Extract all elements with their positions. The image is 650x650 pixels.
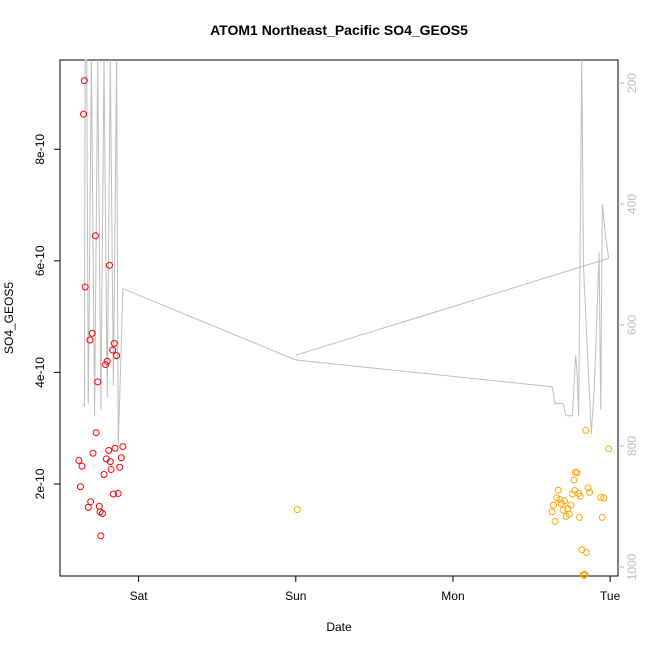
series-2-point — [583, 549, 591, 557]
right-pressure-axis: 200 400 600 800 1000 — [618, 73, 639, 580]
series-1-point — [89, 449, 97, 457]
plot-frame — [59, 59, 619, 577]
series-1-point — [100, 470, 108, 478]
y2-tick-label: 200 — [625, 73, 639, 93]
series-1-point — [76, 483, 84, 491]
series-1-point — [113, 352, 121, 360]
y-axis-label: SO4_GEOS5 — [2, 282, 16, 354]
series-1-point — [88, 329, 96, 337]
series-1-point — [81, 283, 89, 291]
series-1-point — [102, 361, 110, 369]
series-2-point — [600, 494, 608, 502]
series-1-point — [114, 489, 122, 497]
series-2-point — [565, 510, 573, 518]
series-1-point — [106, 261, 114, 269]
series-1-point — [119, 443, 127, 451]
pressure-line — [83, 59, 610, 446]
series-2-point — [573, 469, 581, 477]
series-2-point — [561, 497, 569, 505]
series-1-point — [109, 346, 117, 354]
series-1-point — [109, 490, 117, 498]
y2-tick-label: 1000 — [625, 553, 639, 580]
series-1-point — [116, 463, 124, 471]
series-2-point — [584, 484, 592, 492]
series-1-point — [80, 77, 88, 85]
y2-tick-label: 400 — [625, 194, 639, 214]
series-2-point — [605, 445, 613, 453]
series-1-point — [111, 444, 119, 452]
series-2-point — [551, 517, 559, 525]
x-axis: Sat Sun Mon Tue — [130, 576, 621, 603]
series-2-point — [293, 506, 301, 514]
series-1-point — [75, 457, 83, 465]
series-2-point — [581, 570, 589, 578]
series-1-point — [86, 336, 94, 344]
series-2-point — [586, 488, 594, 496]
y-tick-label: 4e-10 — [33, 357, 47, 388]
series-2-point — [598, 513, 606, 521]
series-2-point — [597, 493, 605, 501]
series-2-point — [556, 496, 564, 504]
x-axis-label: Date — [326, 620, 352, 634]
series-1-point — [103, 357, 111, 365]
series-2-point — [554, 486, 562, 494]
chart-title: ATOM1 Northeast_Pacific SO4_GEOS5 — [210, 22, 468, 38]
series-2-point — [548, 508, 556, 516]
series-1-point — [97, 532, 105, 540]
series-1-point — [78, 462, 86, 470]
series-1-point — [110, 339, 118, 347]
series-1-point — [87, 498, 95, 506]
x-tick-label: Mon — [441, 589, 464, 603]
data-points — [75, 77, 613, 579]
series-1-point — [105, 446, 113, 454]
x-tick-label: Tue — [600, 589, 621, 603]
x-tick-label: Sat — [130, 589, 149, 603]
series-1-point — [94, 378, 102, 386]
y-tick-label: 6e-10 — [33, 245, 47, 276]
series-2-point — [582, 426, 590, 434]
series-1-point — [107, 465, 115, 473]
x-tick-label: Sun — [285, 589, 306, 603]
series-1-point — [117, 454, 125, 462]
y-tick-label: 8e-10 — [33, 134, 47, 165]
series-2-point — [559, 506, 567, 514]
y-tick-label: 2e-10 — [33, 468, 47, 499]
series-2-point — [570, 476, 578, 484]
series-2-point — [575, 513, 583, 521]
y-axis: 2e-10 4e-10 6e-10 8e-10 — [33, 134, 60, 499]
series-1-point — [91, 232, 99, 240]
series-1-point — [98, 510, 106, 518]
series-1-point — [92, 429, 100, 437]
y2-tick-label: 600 — [625, 315, 639, 335]
y2-tick-label: 800 — [625, 436, 639, 456]
series-2-point — [567, 501, 575, 509]
series-1-point — [80, 110, 88, 118]
series-2-point — [550, 501, 558, 509]
pressure-lines — [83, 59, 610, 446]
series-2-point — [580, 571, 588, 579]
series-2-point — [576, 492, 584, 500]
series-1-point — [106, 458, 114, 466]
